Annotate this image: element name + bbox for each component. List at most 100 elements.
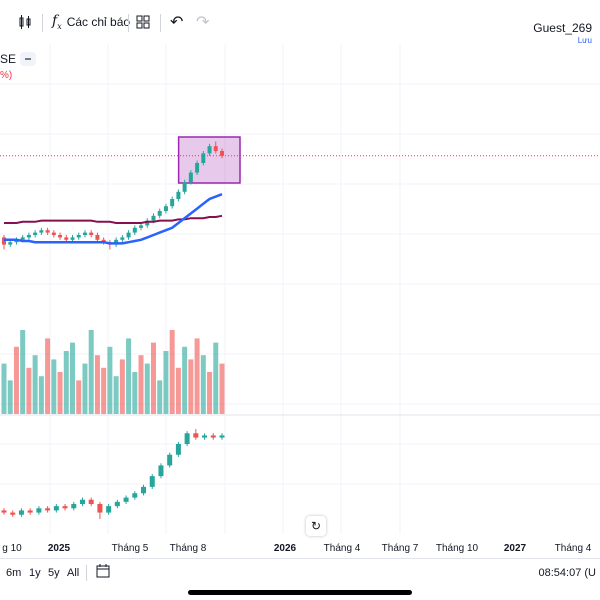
volume-bar	[132, 372, 138, 414]
range-1y-button[interactable]: 1y	[29, 567, 41, 579]
main-candle-body	[51, 232, 56, 235]
main-candle-body	[95, 235, 100, 240]
volume-bar	[1, 363, 7, 414]
time-axis-label: Tháng 5	[111, 543, 149, 554]
main-candle-body	[157, 211, 162, 216]
lower-candle-body	[184, 433, 190, 444]
main-candle-body	[132, 227, 137, 233]
main-candle-body	[39, 230, 44, 233]
lower-candle-body	[36, 508, 42, 513]
main-candle-body	[26, 235, 31, 238]
lower-candle-body	[219, 435, 225, 438]
fx-icon: fx	[52, 13, 62, 31]
volume-bar	[70, 342, 76, 414]
main-candle-body	[20, 237, 25, 240]
main-candle-body	[139, 225, 144, 228]
undo-icon[interactable]: ↶	[170, 14, 184, 31]
reset-chart-button[interactable]: ↻	[306, 516, 326, 536]
reset-icon: ↻	[310, 519, 322, 533]
layouts-icon[interactable]	[136, 10, 150, 34]
time-axis-label: 2025	[47, 543, 71, 554]
top-toolbar: fx Các chỉ báo ↶ ↷ Guest_269 Lưu	[0, 0, 600, 45]
change-percent: %)	[0, 70, 13, 81]
range-5y-button[interactable]: 5y	[48, 567, 60, 579]
lower-candle-body	[71, 504, 77, 509]
toolbar-divider	[42, 14, 43, 32]
lower-candle-body	[114, 501, 120, 507]
volume-bar	[107, 346, 113, 414]
lower-candle-body	[79, 499, 85, 504]
lower-candle-body	[62, 506, 68, 509]
main-candle-body	[145, 220, 150, 226]
user-name[interactable]: Guest_269	[533, 21, 592, 35]
volume-bar	[32, 355, 38, 414]
lower-candle-body	[45, 508, 51, 511]
main-candle-body	[201, 153, 206, 163]
main-candle-body	[195, 163, 200, 173]
lower-candle-body	[141, 486, 147, 494]
main-candle-body	[70, 237, 75, 240]
lower-candle-body	[193, 433, 199, 438]
volume-bar	[144, 363, 150, 414]
volume-bar	[219, 363, 225, 414]
volume-bar	[45, 338, 51, 414]
candles-icon[interactable]	[18, 10, 32, 34]
volume-bars	[1, 330, 225, 414]
main-candle-body	[89, 232, 94, 235]
time-axis-label: Tháng 7	[381, 543, 419, 554]
range-6m-button[interactable]: 6m	[6, 567, 22, 579]
main-candle-body	[207, 146, 212, 154]
lower-candle-body	[106, 506, 112, 513]
volume-bar	[82, 363, 88, 414]
volume-bar	[200, 355, 206, 414]
volume-bar	[51, 359, 57, 414]
volume-bar	[7, 380, 13, 414]
volume-bar	[88, 330, 94, 414]
volume-bar	[213, 342, 219, 414]
volume-bar	[101, 367, 107, 414]
lower-candle-body	[18, 510, 24, 515]
volume-bar	[20, 330, 26, 414]
volume-bar	[113, 376, 119, 414]
range-all-button[interactable]: All	[67, 567, 80, 579]
volume-bar	[76, 380, 82, 414]
time-axis-label: Tháng 8	[169, 543, 207, 554]
legend-collapse-button[interactable]	[20, 52, 36, 66]
time-axis-label: 2026	[273, 543, 297, 554]
calendar-icon[interactable]	[96, 563, 110, 584]
time-axis-label: 2027	[503, 543, 527, 554]
save-label[interactable]: Lưu	[577, 36, 592, 45]
home-indicator	[188, 590, 412, 595]
lower-candle-body	[210, 435, 216, 438]
main-candle-body	[120, 237, 125, 240]
volume-bar	[163, 351, 169, 414]
chart-canvas[interactable]	[0, 44, 600, 534]
toolbar-divider	[86, 565, 87, 581]
main-candle-body	[170, 199, 175, 207]
toolbar-divider	[160, 14, 161, 32]
indicators-label: Các chỉ báo	[66, 15, 131, 29]
time-axis-label: g 10	[2, 543, 22, 554]
main-candle-body	[8, 242, 13, 245]
main-candle-body	[163, 206, 168, 211]
toolbar-divider	[128, 14, 129, 32]
main-candle-body	[33, 232, 38, 235]
lower-candle-body	[97, 504, 103, 513]
symbol-name: SE	[0, 52, 17, 66]
redo-icon[interactable]: ↷	[196, 14, 210, 31]
main-candle-body	[176, 191, 181, 199]
volume-bar	[207, 372, 213, 414]
main-candle-body	[58, 235, 63, 238]
lower-candle-body	[149, 476, 155, 487]
volume-bar	[126, 338, 132, 414]
main-candle-body	[64, 237, 69, 240]
volume-bar	[150, 342, 156, 414]
volume-bar	[94, 355, 100, 414]
indicators-button[interactable]: fx Các chỉ báo	[52, 10, 130, 34]
clock-label: 08:54:07 (U	[538, 567, 596, 579]
chart-grid	[0, 44, 600, 534]
volume-bar	[26, 367, 32, 414]
lower-candle-body	[175, 444, 181, 455]
lower-candle-body	[88, 499, 94, 504]
volume-bar	[175, 367, 181, 414]
